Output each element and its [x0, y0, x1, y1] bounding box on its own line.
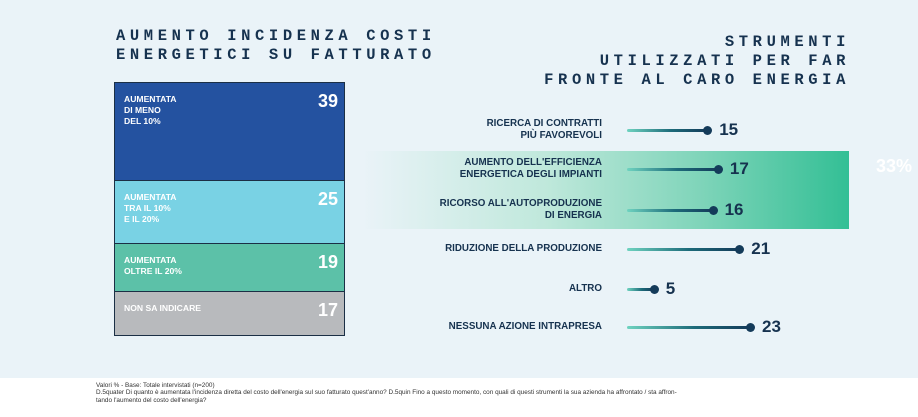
stack-segment: AUMENTATA DI MENO DEL 10% 39	[115, 83, 344, 181]
bar-value-label: 5	[665, 279, 676, 298]
value-bar	[627, 248, 740, 251]
footnote-base: Valori % - Base: Totale intervistati (n=…	[96, 382, 215, 389]
value-bar	[627, 209, 713, 212]
stack-segment-value: 25	[317, 189, 338, 209]
bar-end-dot	[708, 206, 718, 215]
bar-value-label: 16	[724, 200, 744, 219]
value-bar	[627, 288, 654, 291]
bar-end-dot	[735, 245, 745, 254]
footnote-question: D.5quater Di quanto è aumentata l'incide…	[96, 389, 677, 397]
category-label: NESSUNA AZIONE INTRAPRESA	[448, 321, 602, 332]
value-bar	[627, 168, 718, 171]
stack-segment-label: NON SA INDICARE	[124, 303, 202, 313]
bar-end-dot	[746, 323, 755, 332]
right-chart-title: STRUMENTI UTILIZZATI PER FAR FRONTE AL C…	[544, 33, 850, 89]
bar-value-label: 21	[751, 239, 771, 258]
bar-value-label: 23	[762, 317, 781, 336]
bar-value-label: 17	[729, 159, 749, 178]
category-label: ALTRO	[568, 283, 602, 294]
bar-end-dot	[649, 285, 659, 294]
category-label: RICORSO ALL'AUTOPRODUZIONE DI ENERGIA	[439, 198, 602, 221]
stack-segment-value: 17	[317, 300, 338, 320]
highlight-band	[362, 151, 849, 229]
category-label: RIDUZIONE DELLA PRODUZIONE	[445, 243, 602, 254]
bar-end-dot	[713, 165, 723, 174]
bar-end-dot	[703, 126, 713, 135]
value-bar	[627, 129, 708, 132]
value-bar	[627, 326, 750, 329]
category-label: RICERCA DI CONTRATTI PIÙ FAVOREVOLI	[486, 118, 602, 141]
footnote-question-cont: tando l'aumento del costo dell'energia?	[96, 396, 207, 404]
stack-segment: NON SA INDICARE 17	[115, 292, 344, 335]
footnote: Valori % - Base: Totale intervistati (n=…	[96, 382, 816, 404]
incidence-stacked-bar: AUMENTATA DI MENO DEL 10% 39 AUMENTATA TRA…	[114, 82, 345, 336]
stack-segment-label: AUMENTATA OLTRE IL 20%	[124, 255, 182, 276]
stack-segment: AUMENTATA OLTRE IL 20% 19	[115, 244, 344, 292]
category-label: AUMENTO DELL'EFFICIENZA ENERGETICA DEGLI…	[459, 157, 602, 180]
stack-segment-value: 19	[317, 252, 338, 272]
stack-segment-label: AUMENTATA DI MENO DEL 10%	[124, 94, 177, 126]
stack-segment-label: AUMENTATA TRA IL 10% E IL 20%	[124, 192, 177, 224]
highlight-band-value: 33%	[875, 156, 912, 176]
stack-segment-value: 39	[317, 91, 338, 111]
stack-segment: AUMENTATA TRA IL 10% E IL 20% 25	[115, 181, 344, 244]
left-chart-title: AUMENTO INCIDENZA COSTI ENERGETICI SU FA…	[116, 27, 436, 64]
bar-value-label: 15	[719, 120, 739, 139]
